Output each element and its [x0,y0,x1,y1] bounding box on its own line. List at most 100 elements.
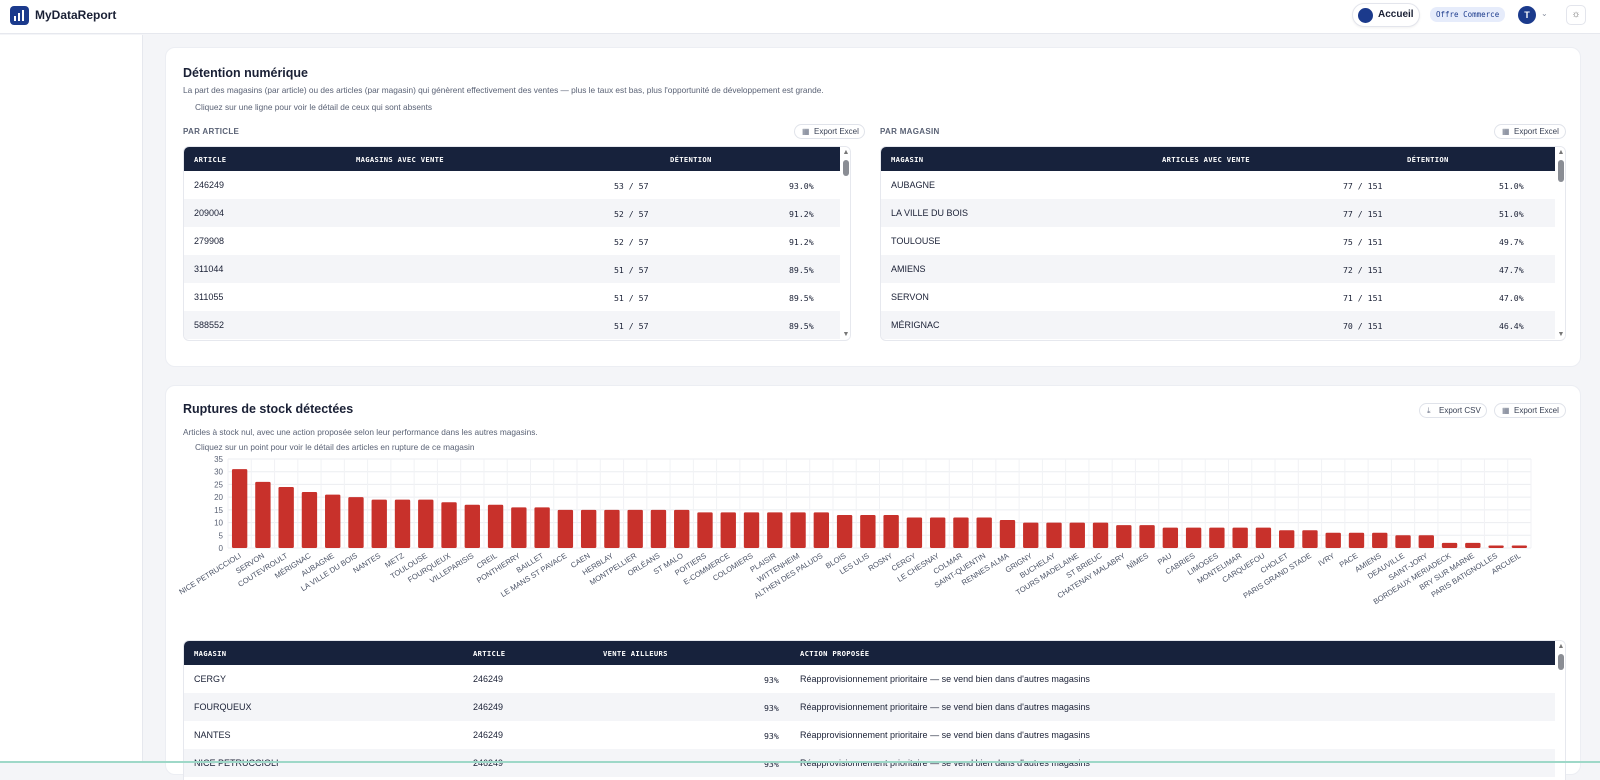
chart-bar[interactable] [1418,535,1434,548]
table-row[interactable]: FOURQUEUX 246249 93% Réapprovisionnement pr… [184,693,1555,721]
chart-bar[interactable] [1488,545,1504,548]
app-logo-icon[interactable] [10,6,29,25]
scroll-down-icon[interactable]: ▼ [1557,331,1565,338]
column-header[interactable]: MAGASINS AVEC VENTE [356,155,444,164]
chart-bar[interactable] [1395,535,1411,548]
chart-bar[interactable] [1372,532,1388,548]
chart-bar[interactable] [278,486,294,548]
chart-bar[interactable] [580,509,597,548]
table-row[interactable]: MÉRIGNAC 70 / 151 46.4% [881,311,1555,339]
chart-bar[interactable] [371,499,387,548]
chart-bar[interactable] [231,469,248,548]
chart-bar[interactable] [301,492,318,548]
home-button[interactable]: Accueil [1352,3,1420,27]
scroll-down-icon[interactable]: ▼ [842,331,850,338]
chart-bar[interactable] [464,504,480,548]
column-header[interactable]: ARTICLE [473,649,506,658]
scrollbar-thumb[interactable] [1558,160,1564,182]
table-row[interactable]: 588552 51 / 57 89.5% [184,311,840,339]
chart-bar[interactable] [1279,530,1295,548]
chart-bar[interactable] [1023,522,1039,548]
column-header[interactable]: ACTION PROPOSÉE [800,649,870,658]
export-excel-ruptures-button[interactable]: ▦ Export Excel [1494,403,1566,418]
chart-bar[interactable] [1139,525,1155,548]
chevron-down-icon[interactable]: ⌄ [1541,9,1548,18]
table-row[interactable]: TOULOUSE 75 / 151 49.7% [881,227,1555,255]
chart-bar[interactable] [1325,532,1341,548]
chart-bar[interactable] [1069,522,1085,548]
chart-bar[interactable] [1465,542,1481,548]
chart-bar[interactable] [790,512,806,548]
scrollbar[interactable]: ▲ ▼ [1557,147,1565,340]
chart-bar[interactable] [1092,522,1109,548]
chart-bar[interactable] [836,514,853,548]
chart-bar[interactable] [534,507,550,548]
chart-bar[interactable] [743,512,760,548]
table-row[interactable]: AMIENS 72 / 151 47.7% [881,255,1555,283]
export-excel-article-button[interactable]: ▦ Export Excel [794,124,865,139]
theme-toggle-icon[interactable]: ☼ [1566,5,1586,25]
scrollbar[interactable]: ▲ ▼ [842,147,850,340]
chart-bar[interactable] [860,514,876,548]
chart-bar[interactable] [441,502,457,548]
table-row[interactable]: CERGY 246249 93% Réapprovisionnement priori… [184,665,1555,693]
chart-bar[interactable] [813,512,830,548]
chart-bar[interactable] [325,494,341,548]
chart-bar[interactable] [557,509,574,548]
chart-bar[interactable] [1162,527,1179,548]
table-row[interactable]: NICE PETRUCCIOLI 246249 93% Réapprovisionne… [184,749,1555,777]
chart-bar[interactable] [953,517,969,548]
column-header[interactable]: ARTICLE [194,155,227,164]
chart-bar[interactable] [1046,522,1062,548]
export-csv-button[interactable]: ⤓ Export CSV [1419,403,1487,418]
table-row[interactable]: SERVON 71 / 151 47.0% [881,283,1555,311]
chart-bar[interactable] [627,509,643,548]
chart-bar[interactable] [1232,527,1248,548]
table-row[interactable]: 279908 52 / 57 91.2% [184,227,840,255]
chart-bar[interactable] [418,499,434,548]
column-header[interactable]: VENTE AILLEURS [603,649,668,658]
scrollbar-thumb[interactable] [1558,654,1564,670]
chart-bar[interactable] [929,517,946,548]
chart-bar[interactable] [1185,527,1202,548]
chart-bar[interactable] [697,512,713,548]
column-header[interactable]: MAGASIN [194,649,227,658]
chart-bar[interactable] [394,499,411,548]
table-row[interactable]: NANTES 246249 93% Réapprovisionnement prior… [184,721,1555,749]
chart-bar[interactable] [1116,525,1132,548]
chart-bar[interactable] [1302,530,1318,548]
scroll-up-icon[interactable]: ▲ [1557,149,1565,156]
scroll-up-icon[interactable]: ▲ [842,149,850,156]
column-header[interactable]: ARTICLES AVEC VENTE [1162,155,1250,164]
app-title[interactable]: MyDataReport [35,8,117,22]
chart-bar[interactable] [487,504,504,548]
export-excel-store-button[interactable]: ▦ Export Excel [1494,124,1566,139]
table-row[interactable]: AUBAGNE 77 / 151 51.0% [881,171,1555,199]
chart-bar[interactable] [255,481,271,548]
chart-bar[interactable] [1441,542,1458,548]
chart-bar[interactable] [1255,527,1272,548]
scrollbar-thumb[interactable] [843,160,849,176]
chart-bar[interactable] [1209,527,1225,548]
column-header[interactable]: DÉTENTION [1407,155,1449,164]
chart-bar[interactable] [976,517,992,548]
chart-bar[interactable] [906,517,923,548]
chart-bar[interactable] [883,514,899,548]
chart-bar[interactable] [1511,545,1528,548]
chart-bar[interactable] [674,509,690,548]
table-row[interactable]: LA VILLE DU BOIS 77 / 151 51.0% [881,199,1555,227]
chart-bar[interactable] [348,497,364,548]
chart-bar[interactable] [999,520,1016,548]
chart-bar[interactable] [511,507,527,548]
scroll-up-icon[interactable]: ▲ [1557,643,1565,650]
chart-bar[interactable] [650,509,667,548]
chart-bar[interactable] [767,512,783,548]
table-row[interactable]: 209004 52 / 57 91.2% [184,199,840,227]
table-row[interactable]: 246249 53 / 57 93.0% [184,171,840,199]
chart-bar[interactable] [1348,532,1365,548]
table-row[interactable]: 311055 51 / 57 89.5% [184,283,840,311]
table-row[interactable]: 311044 51 / 57 89.5% [184,255,840,283]
avatar[interactable]: T [1518,6,1536,24]
chart-bar[interactable] [604,509,620,548]
